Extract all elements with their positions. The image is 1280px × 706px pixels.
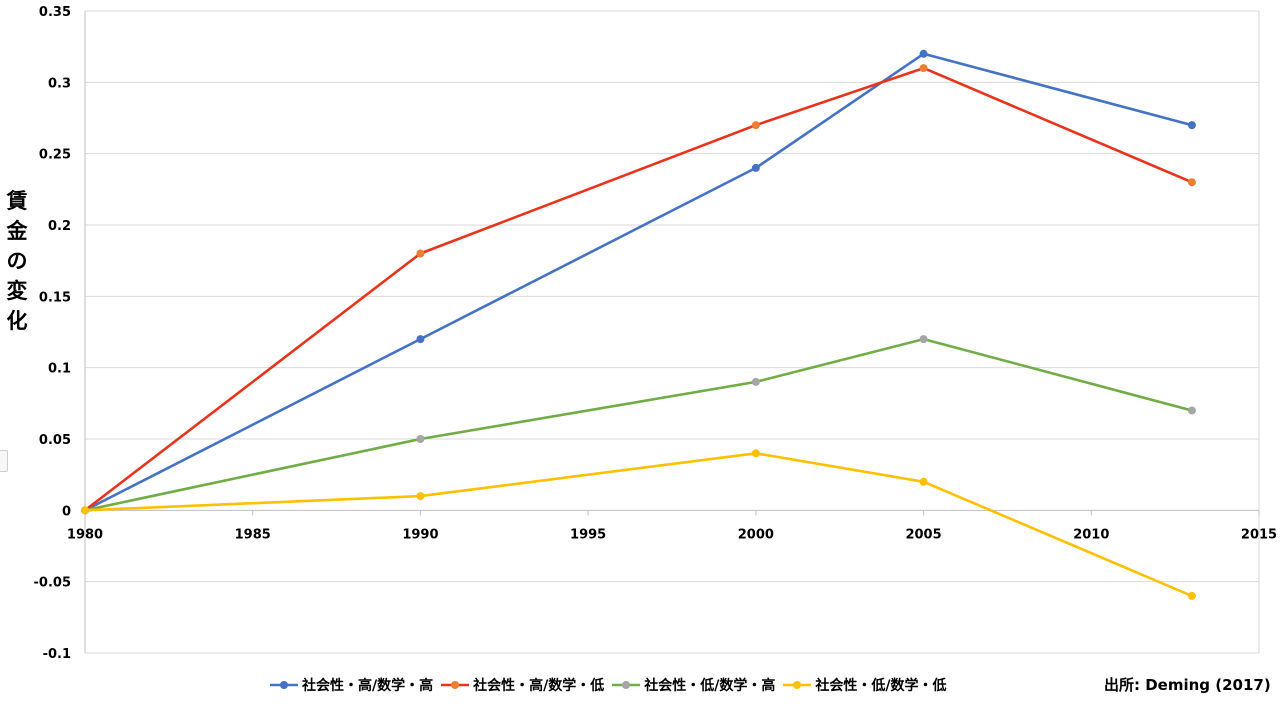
data-point-s1 xyxy=(919,49,928,58)
data-point-s1 xyxy=(751,163,760,172)
legend-item: 社会性・高/数学・低 xyxy=(441,675,604,695)
y-tick-label: 0 xyxy=(62,504,71,519)
x-tick-label: 2015 xyxy=(1241,527,1277,542)
y-tick-label: 0.1 xyxy=(48,362,71,377)
y-tick-label: 0.05 xyxy=(39,433,71,448)
legend-item: 社会性・低/数学・高 xyxy=(612,675,775,695)
x-tick-label: 2000 xyxy=(738,527,774,542)
series-line-1 xyxy=(84,52,1193,512)
x-tick-label: 1990 xyxy=(402,527,438,542)
legend-item: 社会性・高/数学・高 xyxy=(270,675,433,695)
legend-label: 社会性・高/数学・低 xyxy=(473,678,605,694)
legend-swatch-icon xyxy=(783,681,812,689)
y-tick-label: 0.15 xyxy=(39,290,71,305)
y-tick-label: 0.35 xyxy=(39,5,71,20)
y-tick-label: 0.2 xyxy=(48,219,71,234)
data-point-s3 xyxy=(416,435,425,443)
gridlines xyxy=(85,10,1259,654)
data-point-s4 xyxy=(81,506,89,515)
series-points xyxy=(81,49,1196,600)
data-point-s4 xyxy=(1187,591,1196,600)
legend-swatch-icon xyxy=(612,681,641,689)
legend-label: 社会性・低/数学・低 xyxy=(815,678,947,694)
legend: 社会性・高/数学・高 社会性・高/数学・低 社会性・低/数学・高 社会性・低/数学・低 xyxy=(270,674,955,696)
data-point-s1 xyxy=(416,335,425,344)
source-note: 出所: Deming (2017) xyxy=(1104,676,1271,694)
legend-item: 社会性・低/数学・低 xyxy=(783,675,947,695)
data-point-s3 xyxy=(919,335,928,344)
series-line-2 xyxy=(84,66,1193,512)
data-point-s2 xyxy=(919,64,928,73)
tick-labels: -0.1 -0.05 0 0.05 0.1 0.15 0.2 0.25 0.3 0.35 1980 1… xyxy=(34,5,1278,662)
y-tick-label: -0.1 xyxy=(43,647,71,662)
legend-label: 社会性・高/数学・高 xyxy=(302,678,434,694)
x-tick-label: 1985 xyxy=(235,527,271,542)
legend-label: 社会性・低/数学・高 xyxy=(644,678,776,694)
y-tick-label: 0.3 xyxy=(48,76,71,91)
data-point-s3 xyxy=(1187,406,1196,415)
x-tick-label: 1980 xyxy=(67,527,103,542)
data-point-s2 xyxy=(751,121,760,130)
y-tick-label: -0.05 xyxy=(34,576,71,591)
x-tick-label: 1995 xyxy=(570,527,606,542)
axes xyxy=(84,10,1260,654)
x-tick-label: 2010 xyxy=(1073,527,1109,542)
data-point-s3 xyxy=(751,377,760,386)
data-point-s1 xyxy=(1187,121,1196,130)
x-tick-label: 2005 xyxy=(905,527,941,542)
legend-swatch-icon xyxy=(441,681,470,689)
data-point-s4 xyxy=(751,449,760,458)
data-point-s4 xyxy=(416,492,425,501)
data-point-s4 xyxy=(919,477,928,486)
data-point-s2 xyxy=(1187,178,1196,187)
y-tick-label: 0.25 xyxy=(39,148,71,163)
data-point-s2 xyxy=(416,249,425,258)
series-lines xyxy=(84,52,1193,598)
legend-swatch-icon xyxy=(270,681,298,689)
y-axis-label: 賃金の変化 xyxy=(6,189,28,333)
collapsed-panel-tab[interactable] xyxy=(0,450,8,472)
